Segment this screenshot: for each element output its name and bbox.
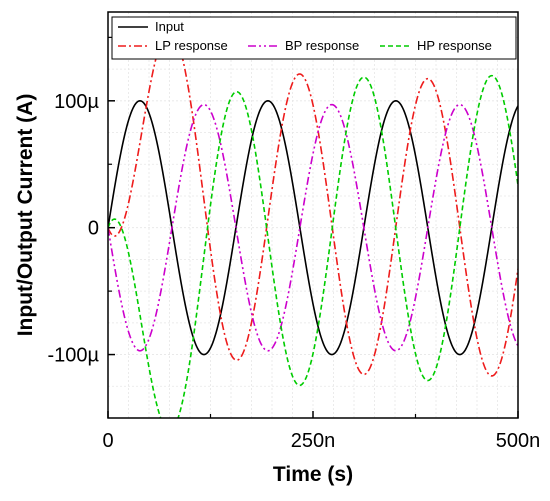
x-tick-label: 250n: [291, 430, 336, 452]
legend-label: BP response: [285, 38, 359, 53]
series-line-lp-response: [108, 28, 518, 377]
x-axis-title: Time (s): [273, 463, 353, 486]
legend-label: HP response: [417, 38, 492, 53]
y-tick-label: -100µ: [47, 345, 99, 367]
y-tick-label: 100µ: [54, 91, 99, 113]
y-axis-title: Input/Output Current (A): [14, 94, 37, 337]
plot-series-group: [108, 28, 518, 418]
legend-label: LP response: [155, 38, 228, 53]
axis-ticks: 0 250n 500n 100µ 0 -100µ: [47, 36, 541, 452]
x-tick-label: 0: [102, 430, 113, 452]
series-line-input: [108, 100, 518, 356]
legend: Input LP response BP response HP response: [111, 16, 517, 60]
series-line-hp-response: [108, 74, 518, 418]
legend-box: [111, 16, 517, 60]
x-tick-label: 500n: [496, 430, 541, 452]
legend-label: Input: [155, 19, 184, 34]
y-tick-label: 0: [88, 218, 99, 240]
series-line-bp-response: [108, 103, 518, 352]
